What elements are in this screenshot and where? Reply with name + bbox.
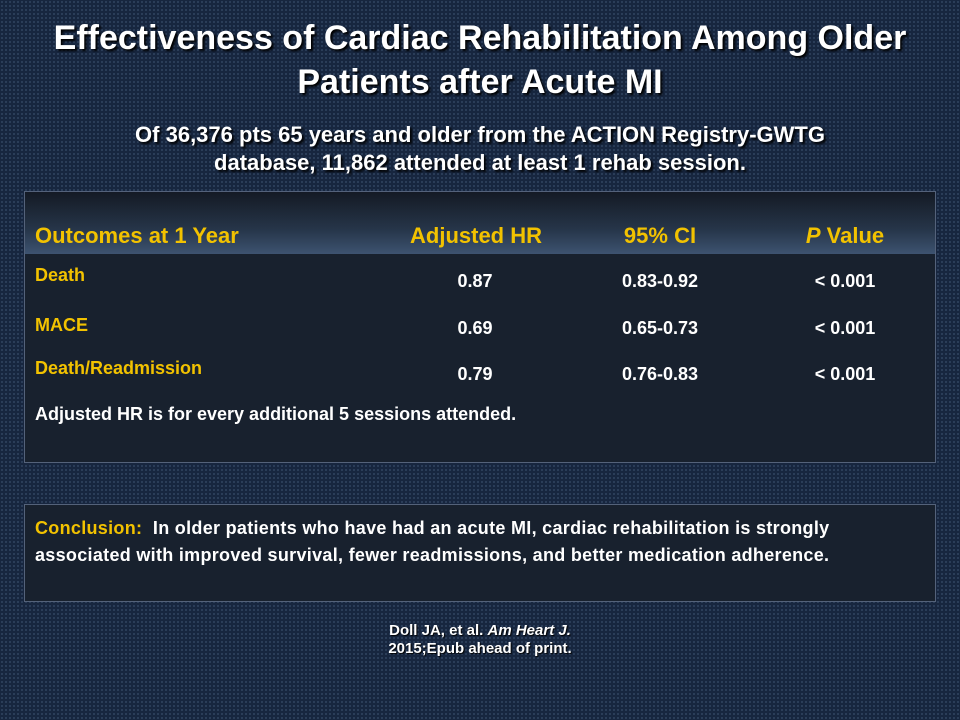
conclusion-text: Conclusion: In older patients who have h…	[35, 515, 915, 569]
header-p-value: P Value	[770, 223, 920, 249]
citation-line-1: Doll JA, et al. Am Heart J.	[280, 622, 680, 640]
subtitle-line-1: Of 36,376 pts 65 years and older from th…	[135, 122, 825, 147]
header-p-rest: Value	[820, 223, 885, 248]
header-p-italic: P	[805, 223, 821, 248]
citation-authors: Doll JA, et al.	[389, 622, 484, 639]
row-p-value: < 0.001	[814, 271, 876, 291]
row-hr: 0.79	[457, 364, 493, 384]
slide-subtitle: Of 36,376 pts 65 years and older from th…	[20, 121, 940, 177]
row-p-value: < 0.001	[814, 364, 876, 384]
subtitle-line-2: database, 11,862 attended at least 1 reh…	[214, 150, 746, 175]
row-outcome: MACE	[35, 315, 88, 335]
row-hr: 0.87	[457, 271, 493, 291]
slide-title-line-2: Patients after Acute MI	[297, 63, 663, 101]
row-outcome: Death	[35, 265, 86, 285]
header-adjusted-hr: Adjusted HR	[410, 223, 542, 248]
table-row: Death/Readmission 0.79 0.76-0.83 < 0.001	[25, 358, 935, 398]
slide-title-line-1: Effectiveness of Cardiac Rehabilitation …	[53, 19, 907, 57]
outcomes-table: Outcomes at 1 Year Adjusted HR 95% CI P …	[24, 191, 936, 463]
row-outcome: Death/Readmission	[35, 358, 203, 378]
row-hr: 0.69	[457, 318, 493, 338]
table-header: Outcomes at 1 Year Adjusted HR 95% CI P …	[25, 192, 935, 254]
conclusion-label: Conclusion:	[35, 518, 143, 538]
table-footnote: Adjusted HR is for every additional 5 se…	[35, 404, 517, 424]
row-ci: 0.83-0.92	[621, 271, 699, 291]
row-p-value: < 0.001	[814, 318, 876, 338]
table-row: MACE 0.69 0.65-0.73 < 0.001	[25, 312, 935, 352]
citation: Doll JA, et al. Am Heart J. 2015;Epub ah…	[280, 622, 680, 658]
slide-title: Effectiveness of Cardiac Rehabilitation …	[0, 16, 960, 104]
citation-line-2: 2015;Epub ahead of print.	[388, 640, 572, 657]
header-outcomes: Outcomes at 1 Year	[35, 223, 239, 248]
row-ci: 0.65-0.73	[621, 318, 699, 338]
row-ci: 0.76-0.83	[621, 364, 699, 384]
header-95-ci: 95% CI	[623, 223, 697, 248]
citation-journal: Am Heart J.	[487, 622, 571, 639]
table-row: Death 0.87 0.83-0.92 < 0.001	[25, 265, 935, 305]
conclusion-box: Conclusion: In older patients who have h…	[24, 504, 936, 602]
conclusion-body: In older patients who have had an acute …	[35, 518, 830, 565]
